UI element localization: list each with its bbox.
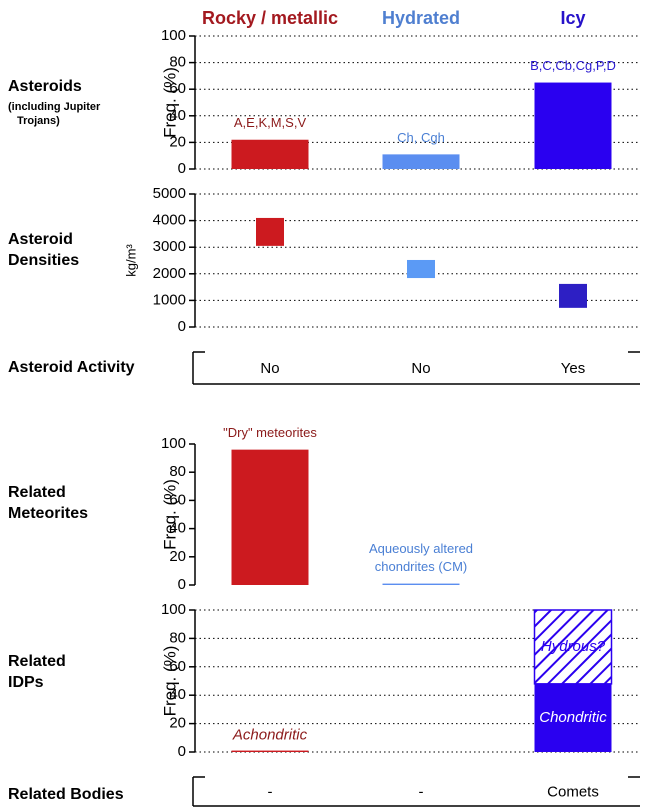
y-tick-label: 3000 xyxy=(153,238,186,255)
cell-value: - xyxy=(419,783,424,800)
cell-value: No xyxy=(411,360,430,377)
bar-annotation: Aqueously altered xyxy=(369,541,473,556)
y-tick-label: 100 xyxy=(161,435,186,452)
column-header: Icy xyxy=(560,8,585,28)
row-label: Asteroid xyxy=(8,231,73,248)
row-sublabel: (including Jupiter xyxy=(8,101,101,113)
row-label: IDPs xyxy=(8,674,44,691)
y-tick-label: 40 xyxy=(169,686,186,703)
bar-annotation: chondrites (CM) xyxy=(375,559,467,574)
row-sublabel: Trojans) xyxy=(17,115,60,127)
bar-annotation: "Dry" meteorites xyxy=(223,425,317,440)
y-tick-label: 20 xyxy=(169,715,186,732)
y-tick-label: 0 xyxy=(178,160,186,177)
y-axis-label: Freq. (%) xyxy=(160,67,179,138)
bar-annotation: A,E,K,M,S,V xyxy=(234,115,307,130)
row-label: Related Bodies xyxy=(8,786,124,803)
y-tick-label: 60 xyxy=(169,491,186,508)
y-tick-label: 5000 xyxy=(153,185,186,202)
segment-label: Hydrous? xyxy=(541,638,606,655)
row-label: Asteroid Activity xyxy=(8,359,135,376)
segment-label: Achondritic xyxy=(232,727,308,744)
y-tick-label: 80 xyxy=(169,463,186,480)
bar xyxy=(382,154,460,169)
row-label: Densities xyxy=(8,252,79,269)
y-tick-label: 80 xyxy=(169,629,186,646)
row-label: Asteroids xyxy=(8,78,82,95)
y-tick-label: 0 xyxy=(178,576,186,593)
y-tick-label: 100 xyxy=(161,601,186,618)
y-tick-label: 2000 xyxy=(153,265,186,282)
bar-segment xyxy=(534,683,612,752)
row-label: Related xyxy=(8,484,66,501)
range-bar xyxy=(256,217,284,246)
column-header: Hydrated xyxy=(382,8,460,28)
y-tick-label: 0 xyxy=(178,743,186,760)
y-tick-label: 4000 xyxy=(153,212,186,229)
y-axis-label: Freq. (%) xyxy=(160,646,179,717)
cell-value: No xyxy=(260,360,279,377)
column-header: Rocky / metallic xyxy=(202,8,338,28)
bar-annotation: B,C,Cb,Cg,P,D xyxy=(530,58,616,73)
cell-value: Comets xyxy=(547,783,599,800)
row-label: Meteorites xyxy=(8,505,88,522)
y-tick-label: 100 xyxy=(161,27,186,44)
bar-annotation: Ch, Cgh xyxy=(397,130,445,145)
y-tick-label: 40 xyxy=(169,107,186,124)
row-label: Related xyxy=(8,653,66,670)
bar xyxy=(382,583,460,585)
y-tick-label: 20 xyxy=(169,548,186,565)
bar-segment xyxy=(533,609,613,685)
y-axis-label: kg/m³ xyxy=(123,244,138,277)
y-tick-label: 60 xyxy=(169,80,186,97)
segment-label: Chondritic xyxy=(539,709,607,726)
range-bar xyxy=(407,259,435,279)
y-tick-label: 0 xyxy=(178,318,186,335)
y-tick-label: 80 xyxy=(169,54,186,71)
y-tick-label: 20 xyxy=(169,133,186,150)
y-tick-label: 60 xyxy=(169,658,186,675)
y-axis-label: Freq. (%) xyxy=(160,479,179,550)
y-tick-label: 40 xyxy=(169,520,186,537)
bar xyxy=(231,449,309,585)
bar xyxy=(231,139,309,169)
cell-value: Yes xyxy=(561,360,585,377)
y-tick-label: 1000 xyxy=(153,291,186,308)
range-bar xyxy=(559,283,587,308)
bar xyxy=(534,82,612,169)
bar-segment xyxy=(231,750,309,752)
cell-value: - xyxy=(268,783,273,800)
